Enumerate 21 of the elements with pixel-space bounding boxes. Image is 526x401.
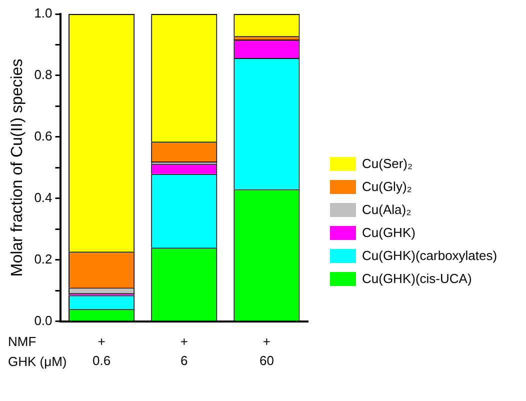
x-tick-label: 6 [180, 352, 188, 368]
text: + [180, 334, 188, 349]
y-tick-label: 1.0 [34, 6, 52, 21]
y-tick-label: 0.4 [34, 190, 52, 206]
legend-label: Cu(GHK) [362, 225, 416, 240]
legend-label: Cu(GHK)(cis-UCA) [362, 271, 472, 286]
legend-label: Cu(Ala)₂ [362, 202, 412, 217]
text: + [262, 334, 271, 349]
text: NMF [8, 334, 36, 349]
legend-label: Cu(Gly)₂ [362, 179, 412, 194]
y-tick-label: 0.6 [34, 128, 52, 144]
x-axis-title: GHK (μM) [8, 354, 67, 369]
text: + [98, 334, 106, 349]
y-tick-label: 0.8 [34, 67, 52, 82]
x-tick-label: 0.6 [92, 352, 111, 368]
legend-label: Cu(GHK)(carboxylates) [362, 248, 498, 263]
y-tick-label: 0.2 [34, 252, 52, 266]
y-tick-label: 0.0 [34, 312, 52, 328]
y-axis-title: Molar fraction of Cu(II) species [9, 58, 26, 277]
legend-label: Cu(Ser)₂ [362, 156, 413, 171]
x-tick-label: 60 [259, 352, 274, 368]
